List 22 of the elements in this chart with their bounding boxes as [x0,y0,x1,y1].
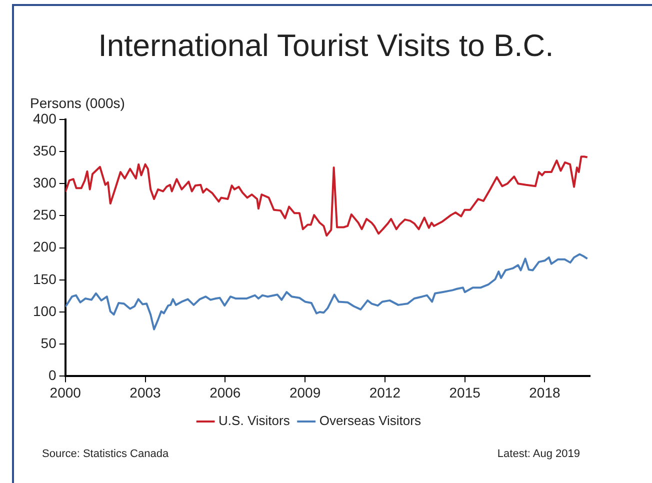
y-tick-label: 50 [40,334,57,351]
y-tick-label: 0 [48,367,57,384]
y-tick-label: 350 [33,142,57,158]
x-tick-label: 2000 [50,384,82,400]
y-axis-title: Persons (000s) [30,95,125,111]
y-tick-label: 100 [33,302,57,319]
x-tick-label: 2009 [289,384,321,400]
y-tick-label: 150 [33,270,57,287]
text: Latest: Aug 2019 [497,448,580,460]
source-note: Source: Statistics Canada [42,448,169,460]
legend-label: Overseas Visitors [319,413,422,428]
x-tick-label: 2003 [130,384,162,400]
x-tick-label: 2006 [210,384,241,400]
x-tick-label: 2012 [369,384,401,400]
y-tick-label: 300 [33,174,57,190]
chart-title: International Tourist Visits to B.C. [97,28,555,64]
y-tick-label: 400 [33,110,57,126]
x-tick-label: 2018 [529,384,561,400]
y-tick-label: 250 [33,206,57,223]
y-tick-label: 200 [33,238,57,255]
x-tick-label: 2015 [449,384,481,400]
legend-label: U.S. Visitors [218,413,290,428]
